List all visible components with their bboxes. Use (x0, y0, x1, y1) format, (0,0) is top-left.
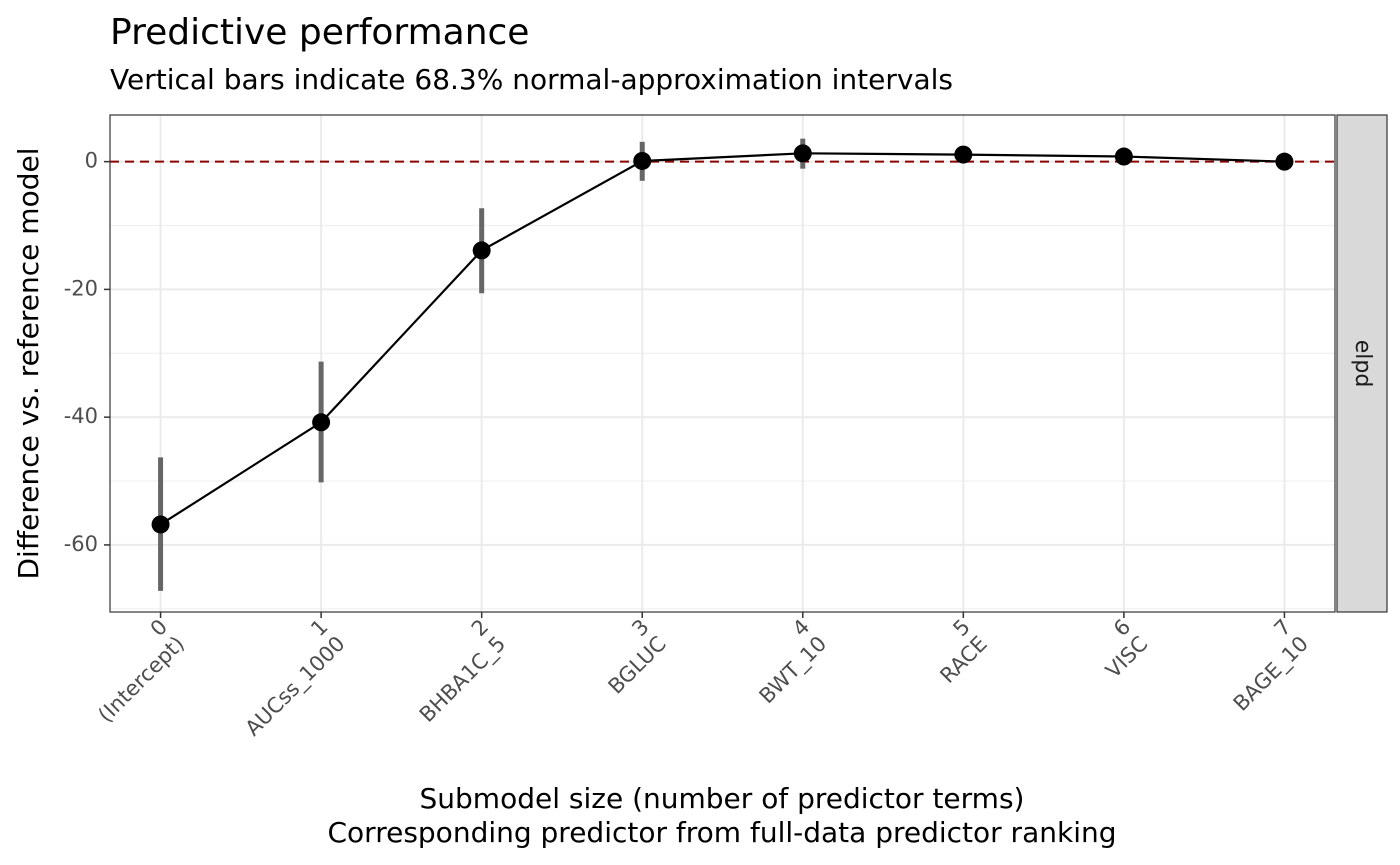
data-point (1275, 152, 1294, 171)
facet-strip-label: elpd (1350, 340, 1375, 388)
grid (110, 115, 1335, 612)
data-point (1114, 147, 1133, 166)
points (151, 144, 1294, 534)
y-tick-label: 0 (85, 149, 98, 173)
data-point (954, 145, 973, 164)
chart-subtitle: Vertical bars indicate 68.3% normal-appr… (110, 63, 953, 96)
data-point (793, 144, 812, 163)
x-predictor-label: VISC (1101, 632, 1152, 683)
series-line (159, 152, 1285, 526)
y-axis: 0 -20 -40 -60 (64, 149, 110, 556)
facet-strip (1336, 114, 1388, 613)
data-point (633, 151, 652, 170)
data-point (151, 515, 170, 534)
y-tick-label: -40 (64, 404, 98, 428)
x-axis-title-line2: Corresponding predictor from full-data p… (328, 816, 1117, 849)
x-predictor-label: BWT_10 (755, 632, 832, 709)
panel-border (109, 114, 1336, 613)
x-predictor-label: BAGE_10 (1229, 632, 1314, 717)
y-axis-title: Difference vs. reference model (12, 148, 45, 580)
data-point (472, 241, 491, 260)
x-tick-label-group: 0(Intercept) (93, 615, 189, 728)
x-predictor-label: AUCss_1000 (241, 632, 351, 742)
x-predictor-label: (Intercept) (93, 632, 189, 728)
y-tick-label: -60 (64, 532, 98, 556)
series (159, 152, 1285, 526)
chart-title: Predictive performance (110, 12, 529, 53)
y-tick-label: -20 (64, 276, 98, 300)
data-point (312, 413, 331, 432)
x-axis-title-line1: Submodel size (number of predictor terms… (420, 782, 1025, 815)
x-predictor-label: BHBA1C_5 (415, 632, 511, 728)
x-predictor-label: BGLUC (604, 632, 671, 699)
